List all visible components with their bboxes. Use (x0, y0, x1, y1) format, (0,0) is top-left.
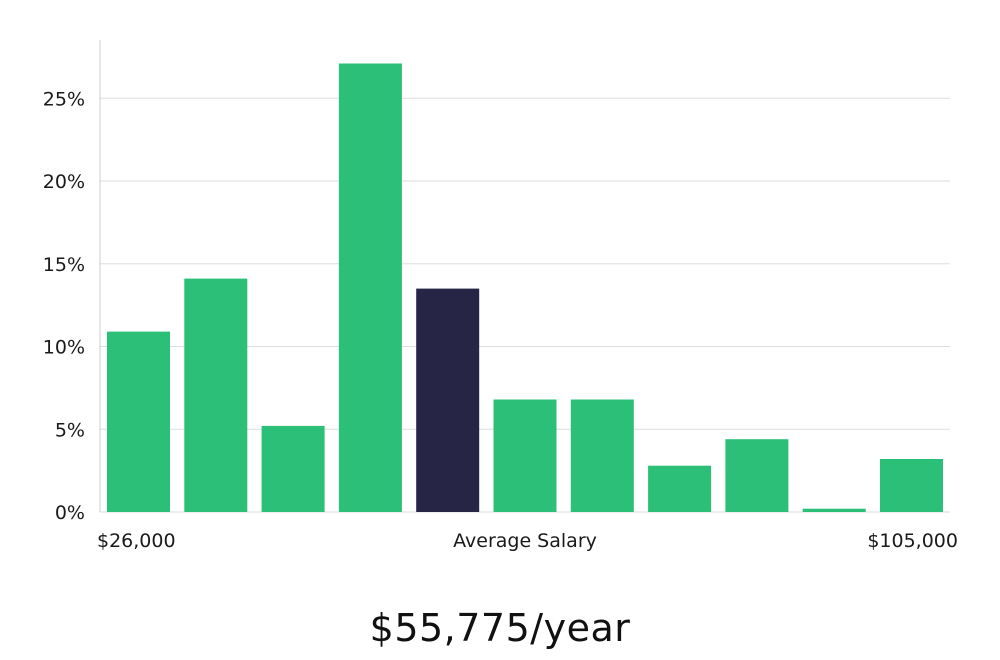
y-tick-label: 15% (43, 254, 85, 276)
y-tick-label: 0% (55, 502, 85, 524)
bar (648, 465, 712, 512)
bar (261, 425, 325, 512)
x-axis-end-label: $105,000 (867, 530, 958, 552)
y-tick-label: 20% (43, 171, 85, 193)
bar (338, 63, 402, 512)
y-axis-tick-labels: 0% 5% 10% 15% 20% 25% (43, 88, 85, 524)
y-tick-label: 5% (55, 419, 85, 441)
bar (493, 399, 557, 512)
bars-group (107, 63, 943, 512)
bar (184, 278, 248, 512)
bar (107, 331, 170, 512)
average-salary-value: $55,775/year (369, 606, 631, 650)
bar (802, 508, 866, 512)
y-tick-label: 25% (43, 88, 85, 110)
bar (725, 439, 789, 512)
x-axis-start-label: $26,000 (97, 530, 176, 552)
y-tick-label: 10% (43, 337, 85, 359)
salary-histogram-chart: 0%5%10%15%20%25% $26,000 Average Salary … (43, 40, 958, 552)
x-axis-title: Average Salary (453, 530, 597, 552)
bar (880, 459, 943, 512)
bar (570, 399, 634, 512)
bar-average-salary (416, 288, 480, 512)
